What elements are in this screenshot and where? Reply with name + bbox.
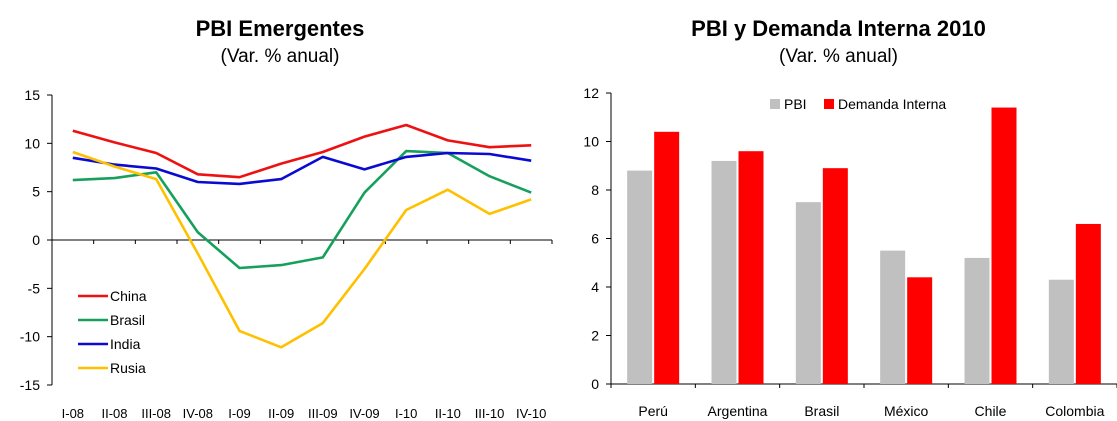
x-tick-label: IV-10	[516, 406, 546, 421]
legend-label: Brasil	[110, 312, 145, 328]
bar-pbi	[711, 160, 737, 384]
bar-pbi	[964, 257, 990, 384]
x-tick-label: IV-08	[183, 406, 213, 421]
legend-label: Rusia	[110, 360, 146, 376]
series-line-rusia	[72, 150, 532, 349]
x-tick-label: III-10	[475, 406, 505, 421]
x-tick-label: Colombia	[1045, 403, 1104, 419]
y-tick-label: 4	[591, 279, 599, 295]
legend-label: Demanda Interna	[838, 96, 946, 112]
bar-pbi	[880, 250, 906, 384]
y-tick-label: 10	[24, 135, 40, 151]
bar-pbi	[627, 170, 653, 384]
bar-demanda-interna	[822, 168, 848, 384]
bar-pbi	[1048, 279, 1074, 384]
line-chart-panel: PBI Emergentes (Var. % anual) 15 10 5 0 -5 -1…	[20, 16, 553, 421]
bar-pbi	[795, 202, 821, 384]
x-tick-label: II-08	[101, 406, 127, 421]
bar-demanda-interna	[1075, 223, 1101, 384]
y-tick-label: -10	[20, 329, 40, 345]
y-tick-label: 0	[591, 376, 599, 392]
series-line-china	[72, 123, 532, 179]
y-tick-label: 5	[32, 184, 40, 200]
x-tick-label: Brasil	[804, 403, 839, 419]
y-tick-label: -15	[20, 377, 40, 393]
bar-demanda-interna	[991, 107, 1017, 385]
legend-label: India	[110, 336, 141, 352]
bar-demanda-interna	[654, 131, 680, 384]
x-tick-label: III-09	[308, 406, 338, 421]
x-tick-label: Argentina	[708, 403, 768, 419]
x-tick-label: IV-09	[349, 406, 379, 421]
legend-label: PBI	[784, 96, 807, 112]
series-line-india	[72, 151, 532, 186]
bar-demanda-interna	[738, 151, 764, 384]
y-tick-label: 6	[591, 231, 599, 247]
y-tick-label: 8	[591, 182, 599, 198]
legend-swatch	[770, 99, 780, 109]
chart-subtitle: (Var. % anual)	[779, 46, 898, 67]
y-tick-label: -5	[28, 280, 41, 296]
x-tick-label: I-08	[62, 406, 84, 421]
x-tick-label: II-10	[435, 406, 461, 421]
x-tick-label: II-09	[268, 406, 294, 421]
chart-title: PBI Emergentes	[195, 16, 365, 41]
x-tick-label: I-09	[228, 406, 250, 421]
bar-chart-panel: PBI y Demanda Interna 2010 (Var. % anual…	[560, 0, 1117, 421]
x-tick-label: III-08	[141, 406, 171, 421]
line-chart-svg: 15 10 5 0 -5 -10 -15 I-08 II-08 III-08 IV-08 I-09 II…	[20, 87, 553, 421]
x-tick-label: Chile	[975, 403, 1007, 419]
x-tick-label: México	[884, 403, 929, 419]
x-tick-label: I-10	[395, 406, 417, 421]
y-tick-label: 12	[583, 85, 599, 101]
y-tick-label: 10	[583, 134, 599, 150]
chart-subtitle: (Var. % anual)	[220, 46, 340, 67]
y-tick-label: 2	[591, 328, 599, 344]
series-line-brasil	[72, 149, 532, 270]
y-tick-label: 15	[24, 87, 40, 103]
chart-title: PBI y Demanda Interna 2010	[691, 16, 986, 41]
bar-chart-svg: 12 10 8 6 4 2 0 Perú Argentina Brasil México Chile C…	[583, 85, 1117, 419]
legend-label: China	[110, 288, 147, 304]
y-tick-label: 0	[32, 232, 40, 248]
legend-swatch	[824, 99, 834, 109]
bar-demanda-interna	[907, 277, 933, 384]
x-tick-label: Perú	[638, 403, 668, 419]
